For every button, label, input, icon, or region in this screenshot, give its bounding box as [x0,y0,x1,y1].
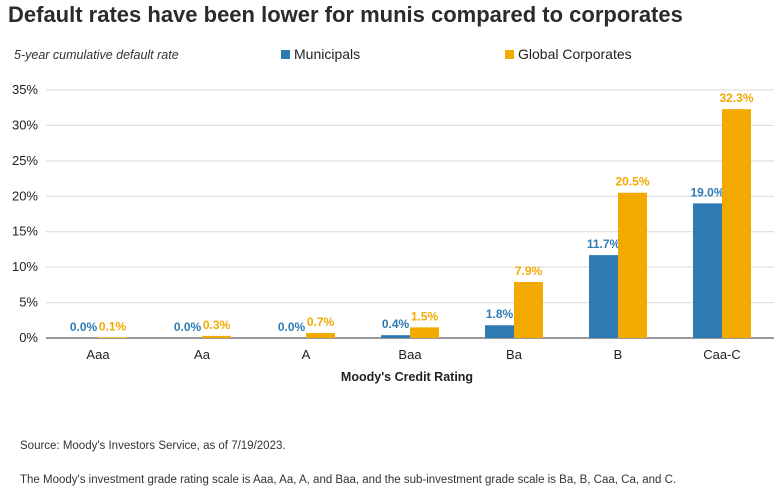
data-label-corporates: 0.3% [203,318,231,332]
data-label-municipals: 1.8% [486,307,514,321]
rating-scale-note: The Moody's investment grade rating scal… [20,474,677,486]
data-label-corporates: 0.1% [99,319,127,333]
x-axis-title: Moody's Credit Rating [341,370,473,384]
data-label-municipals: 0.0% [70,320,98,334]
y-tick-label: 0% [19,330,38,345]
x-tick-label: Aaa [86,347,110,362]
y-tick-label: 5% [19,295,38,310]
x-tick-label: Ba [506,347,523,362]
bar-municipals [693,203,722,338]
legend-label-corporates: Global Corporates [518,46,632,62]
bar-municipals [589,255,618,338]
data-label-corporates: 32.3% [719,91,753,105]
data-label-corporates: 0.7% [307,315,335,329]
x-tick-label: A [302,347,311,362]
data-label-corporates: 20.5% [615,175,649,189]
source-note: Source: Moody's Investors Service, as of… [20,440,286,452]
x-tick-label: Aa [194,347,211,362]
legend-label-municipals: Municipals [294,46,361,62]
bar-corporates [306,333,335,338]
legend-swatch-corporates [505,49,514,59]
data-label-municipals: 0.4% [382,317,410,331]
data-label-municipals: 11.7% [587,237,621,251]
data-label-municipals: 0.0% [174,320,202,334]
bar-municipals [381,335,410,338]
legend-swatch-municipals [281,49,290,59]
y-tick-label: 25% [12,153,38,168]
data-label-municipals: 19.0% [690,185,724,199]
bar-corporates [410,327,439,338]
chart-title: Default rates have been lower for munis … [8,2,683,27]
data-label-corporates: 7.9% [515,264,543,278]
data-label-corporates: 1.5% [411,309,439,323]
bar-corporates [514,282,543,338]
bar-municipals [485,325,514,338]
bar-corporates [202,335,231,338]
legend-item-corporates: Global Corporates [505,46,632,62]
x-tick-label: Baa [398,347,422,362]
x-tick-label: B [614,347,623,362]
bar-corporates [618,192,647,338]
chart-subtitle: 5-year cumulative default rate [14,48,179,62]
y-tick-label: 10% [12,259,38,274]
y-tick-label: 35% [12,82,38,97]
legend-item-municipals: Municipals [281,46,360,62]
y-tick-label: 20% [12,188,38,203]
bar-corporates [722,109,751,338]
data-label-municipals: 0.0% [278,320,306,334]
x-tick-label: Caa-C [703,347,741,362]
y-tick-label: 30% [12,117,38,132]
bar-corporates [98,337,127,338]
y-tick-label: 15% [12,224,38,239]
